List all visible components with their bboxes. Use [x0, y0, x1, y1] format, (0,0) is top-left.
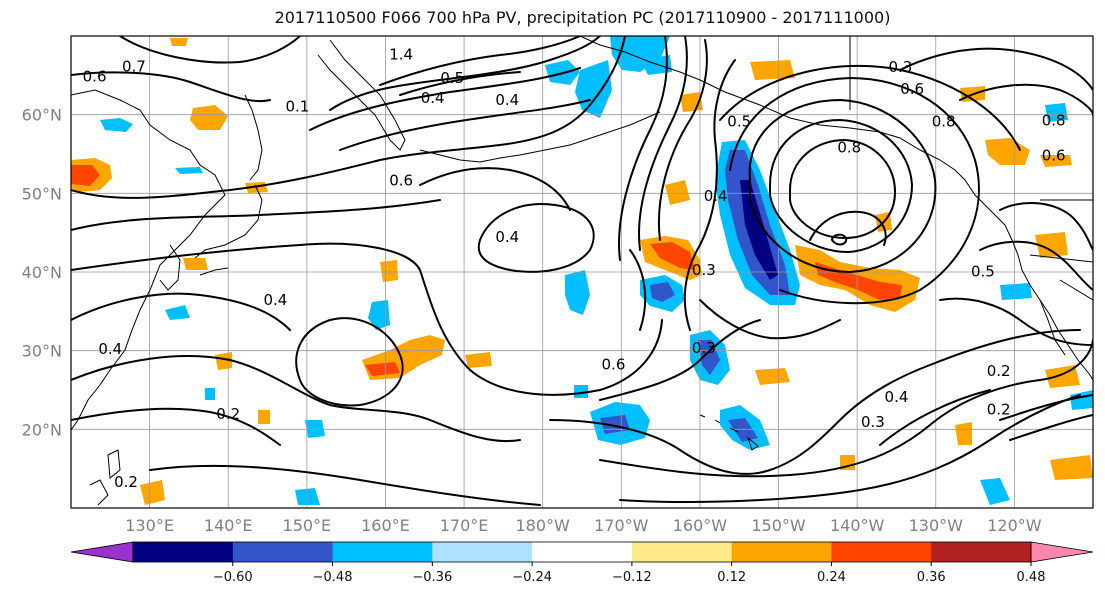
latitude-label: 40°N [22, 263, 62, 282]
contour-label: 0.4 [704, 187, 728, 205]
colorbar-tick-label: −0.12 [612, 570, 652, 585]
contour-label: 0.3 [692, 261, 716, 279]
contour-label: 0.6 [1042, 146, 1066, 164]
contour-label: 1.4 [389, 46, 413, 64]
colorbar: −0.60 −0.48 −0.36 −0.24 −0.12 0.12 0.24 0.36 0.4… [70, 541, 1094, 585]
contour-label: 0.2 [216, 405, 240, 423]
longitude-label: 180°W [516, 516, 571, 535]
colorbar-segment [133, 542, 234, 562]
contour-label: 0.5 [727, 112, 751, 130]
contour-label: 0.4 [495, 91, 519, 109]
colorbar-segment [532, 542, 633, 562]
longitude-label: 130°W [909, 516, 964, 535]
map-panel[interactable]: 0.60.71.40.50.40.10.60.40.40.40.20.20.40… [71, 36, 1093, 508]
latitude-labels: 60°N 50°N 40°N 30°N 20°N [22, 106, 62, 440]
colorbar-tick-label: −0.48 [313, 570, 353, 585]
contour-label: 0.3 [692, 339, 716, 357]
map-border [70, 35, 1094, 509]
longitude-label: 160°W [673, 516, 728, 535]
contour-label: 0.2 [987, 362, 1011, 380]
colorbar-segment [731, 542, 832, 562]
contour-label: 0.4 [98, 340, 122, 358]
colorbar-segment [631, 542, 733, 562]
latitude-label: 50°N [22, 184, 62, 203]
latitude-label: 60°N [22, 106, 62, 125]
longitude-label: 140°W [830, 516, 885, 535]
colorbar-tick-label: −0.60 [213, 570, 253, 585]
colorbar-segment [931, 542, 1032, 562]
precip-shading [71, 36, 1093, 505]
colorbar-tick-label: −0.36 [412, 570, 452, 585]
contour-label: 0.6 [83, 68, 107, 86]
contour-label: 0.3 [888, 58, 912, 76]
contour-label: 0.4 [495, 228, 519, 246]
colorbar-tick-label: 0.36 [917, 570, 946, 585]
longitude-label: 120°W [987, 516, 1042, 535]
colorbar-tick-label: 0.24 [817, 570, 846, 585]
contour-label: 0.6 [900, 80, 924, 98]
contour-label: 0.4 [885, 388, 909, 406]
colorbar-extend-high [1030, 541, 1094, 563]
contour-label: 0.8 [1042, 112, 1066, 130]
colorbar-tick-label: 0.48 [1017, 570, 1046, 585]
colorbar-segment [831, 542, 932, 562]
latitude-label: 30°N [22, 342, 62, 361]
colorbar-outline [132, 541, 1032, 563]
longitude-labels: 130°E 140°E 150°E 160°E 170°E 180°W 170°W 160°W… [125, 516, 1041, 535]
colorbar-extend-low [70, 541, 134, 563]
contour-label: 0.4 [421, 89, 445, 107]
longitude-label: 150°W [751, 516, 806, 535]
longitude-label: 160°E [361, 516, 410, 535]
contour-label: 0.7 [122, 57, 146, 75]
longitude-label: 140°E [204, 516, 253, 535]
contour-label: 0.1 [285, 98, 309, 116]
contour-label: 0.8 [837, 138, 861, 156]
contour-label: 0.6 [602, 356, 626, 374]
longitude-label: 130°E [125, 516, 174, 535]
colorbar-tick-label: −0.24 [512, 570, 552, 585]
contour-label: 0.4 [263, 291, 287, 309]
colorbar-tick-label: 0.12 [717, 570, 746, 585]
colorbar-segment [232, 542, 334, 562]
contour-label: 0.5 [440, 69, 464, 87]
contour-label: 0.6 [389, 171, 413, 189]
colorbar-segment [332, 542, 433, 562]
contour-label: 0.5 [971, 263, 995, 281]
longitude-label: 150°E [283, 516, 332, 535]
contour-label: 0.3 [861, 413, 885, 431]
contour-labels: 0.60.71.40.50.40.10.60.40.40.40.20.20.40… [83, 46, 1066, 491]
contour-label: 0.2 [114, 473, 138, 491]
longitude-label: 170°E [440, 516, 489, 535]
contour-label: 0.2 [987, 400, 1011, 418]
colorbar-segment [432, 542, 533, 562]
contour-label: 0.8 [932, 112, 956, 130]
pv-contours [71, 36, 1093, 506]
map-title: 2017110500 F066 700 hPa PV, precipitatio… [274, 8, 891, 27]
latitude-label: 20°N [22, 420, 62, 439]
longitude-label: 170°W [594, 516, 649, 535]
